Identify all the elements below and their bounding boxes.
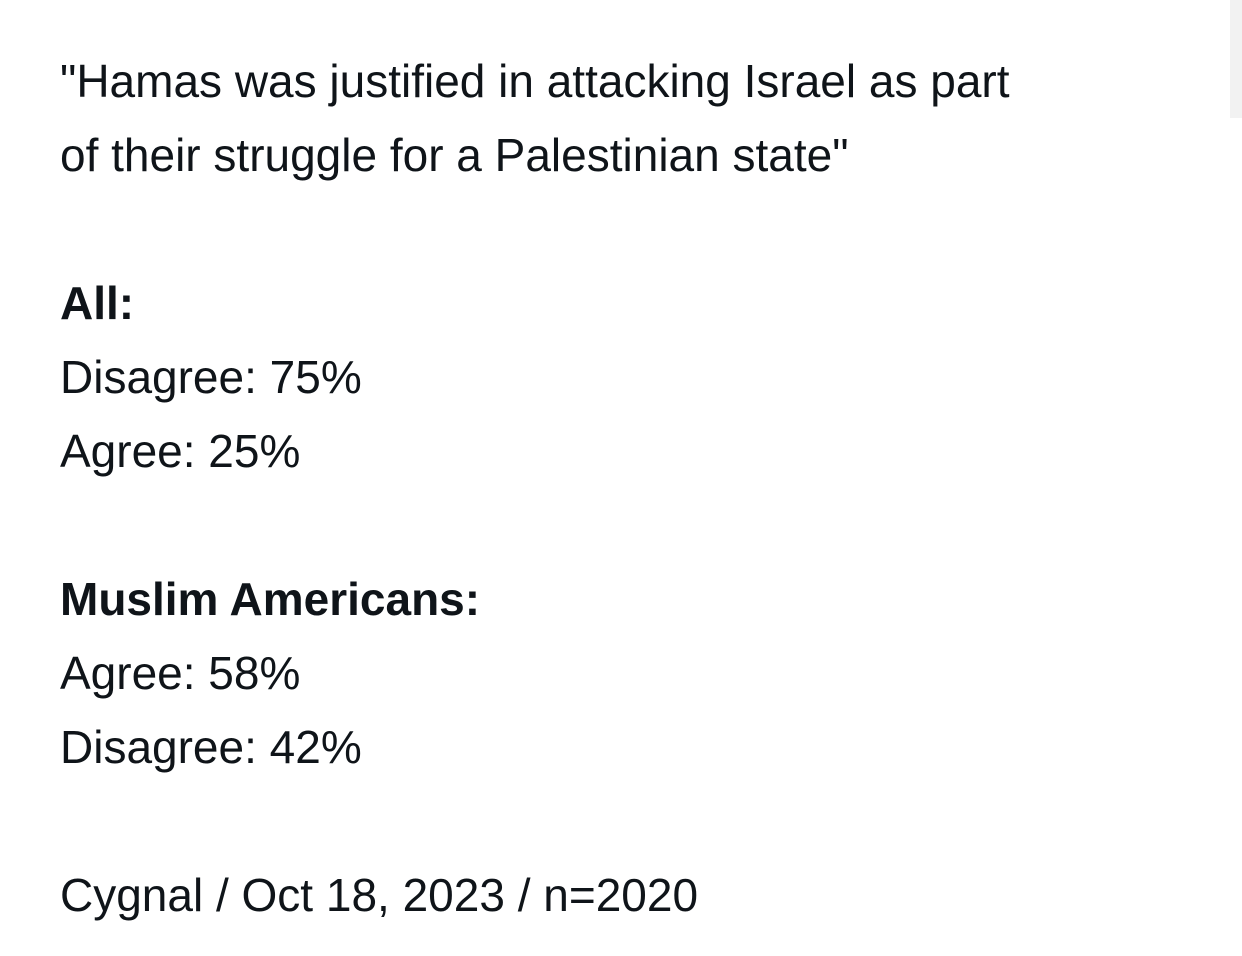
muslim-row-agree: Agree: 58% bbox=[60, 647, 301, 699]
all-row-agree: Agree: 25% bbox=[60, 425, 301, 477]
quote-line-2: of their struggle for a Palestinian stat… bbox=[60, 129, 849, 181]
all-row-disagree: Disagree: 75% bbox=[60, 351, 362, 403]
all-heading: All: bbox=[60, 277, 135, 329]
spacer bbox=[60, 488, 1210, 562]
source-line: Cygnal / Oct 18, 2023 / n=2020 bbox=[60, 869, 699, 921]
quote-line-1: "Hamas was justified in attacking Israel… bbox=[60, 55, 1010, 107]
muslim-americans-heading: Muslim Americans: bbox=[60, 573, 481, 625]
spacer bbox=[60, 784, 1210, 858]
muslim-row-disagree: Disagree: 42% bbox=[60, 721, 362, 773]
scrollbar[interactable] bbox=[1230, 0, 1242, 118]
post-body-text: "Hamas was justified in attacking Israel… bbox=[60, 44, 1210, 932]
spacer bbox=[60, 192, 1210, 266]
